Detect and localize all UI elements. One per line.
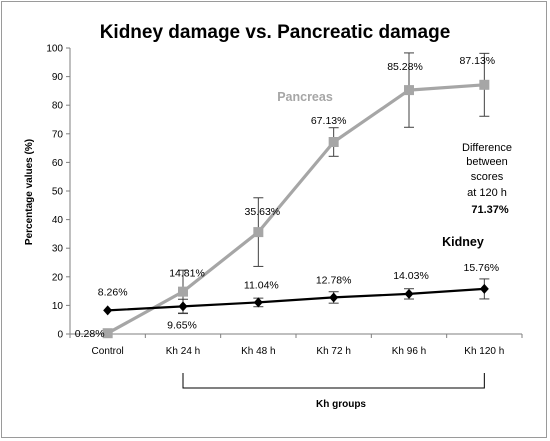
data-point-kidney: [253, 297, 263, 308]
data-label-kidney: 8.26%: [98, 286, 128, 298]
annotation-value: 71.37%: [471, 204, 509, 216]
data-label-pancreas: 85.28%: [387, 61, 423, 73]
data-point-pancreas: [479, 79, 490, 90]
series-label-pancreas: Pancreas: [277, 90, 333, 104]
series-line-pancreas: [106, 83, 485, 335]
axes: [66, 47, 523, 338]
annotation-line-3: scores: [471, 171, 504, 183]
data-point-pancreas: [102, 328, 113, 339]
difference-annotation: Difference between scores at 120 h 71.37…: [462, 142, 512, 216]
x-tick-label: Kh 96 h: [392, 346, 426, 357]
y-tick-label: 40: [52, 215, 64, 226]
data-point-pancreas: [178, 286, 188, 297]
y-tick-label: 0: [57, 330, 63, 341]
series-kidney: [103, 278, 490, 316]
series-pancreas: [102, 52, 490, 339]
annotation-line-4: at 120 h: [467, 187, 507, 199]
data-label-kidney: 11.04%: [244, 279, 279, 291]
y-tick-label: 90: [52, 72, 64, 83]
data-label-pancreas: 0.28%: [75, 328, 105, 340]
data-label-pancreas: 35.63%: [245, 206, 281, 218]
data-labels-kidney: 8.26% 9.65% 11.04% 12.78% 14.03% 15.76%: [98, 262, 499, 331]
x-tick-labels: Control Kh 24 h Kh 48 h Kh 72 h Kh 96 h Kh 12…: [92, 346, 505, 357]
data-point-kidney: [479, 283, 489, 294]
x-tick-label: Kh 72 h: [316, 346, 350, 357]
y-tick-label: 70: [52, 129, 64, 140]
data-label-kidney: 15.76%: [464, 262, 500, 274]
y-tick-label: 80: [52, 101, 64, 112]
data-point-pancreas: [404, 85, 414, 96]
data-point-kidney: [404, 288, 414, 299]
data-label-kidney: 14.03%: [393, 270, 429, 282]
data-point-pancreas: [253, 227, 264, 238]
data-label-pancreas: 67.13%: [311, 115, 347, 127]
data-point-kidney: [103, 305, 113, 316]
x-tick-label: Kh 120 h: [464, 346, 504, 357]
group-bracket-line: [182, 373, 485, 389]
x-tick-label: Kh 24 h: [166, 346, 200, 357]
series-layer: 0.28% 14.81% 35.63% 67.13% 85.28% 87.13% 8.26%…: [75, 52, 499, 340]
group-bracket: [182, 373, 485, 389]
data-label-pancreas: 87.13%: [460, 55, 496, 67]
data-point-kidney: [178, 301, 188, 312]
series-label-kidney: Kidney: [442, 235, 484, 249]
x-tick-label: Control: [92, 346, 124, 357]
chart-title: Kidney damage vs. Pancreatic damage: [100, 22, 451, 43]
data-label-pancreas: 14.81%: [169, 268, 205, 280]
x-tick-label: Kh 48 h: [241, 346, 275, 357]
y-tick-label: 60: [52, 158, 64, 169]
data-label-kidney: 9.65%: [167, 319, 197, 331]
data-point-pancreas: [328, 137, 339, 148]
series-line-kidney: [107, 287, 485, 312]
y-axis-label: Percentage values (%): [24, 139, 35, 245]
y-tick-label: 100: [46, 44, 63, 55]
y-tick-labels: 0 10 20 30 40 50 60 70 80 90 100: [46, 44, 63, 341]
y-tick-label: 10: [52, 301, 64, 312]
data-point-kidney: [329, 292, 339, 303]
y-tick-label: 30: [52, 244, 64, 255]
y-tick-label: 20: [52, 272, 64, 283]
annotation-line-1: Difference: [462, 142, 512, 154]
group-bracket-label: Kh groups: [316, 399, 366, 410]
data-labels-pancreas: 0.28% 14.81% 35.63% 67.13% 85.28% 87.13%: [75, 55, 495, 340]
data-label-kidney: 12.78%: [316, 274, 352, 286]
annotation-line-2: between: [466, 156, 508, 168]
y-tick-label: 50: [52, 187, 64, 198]
